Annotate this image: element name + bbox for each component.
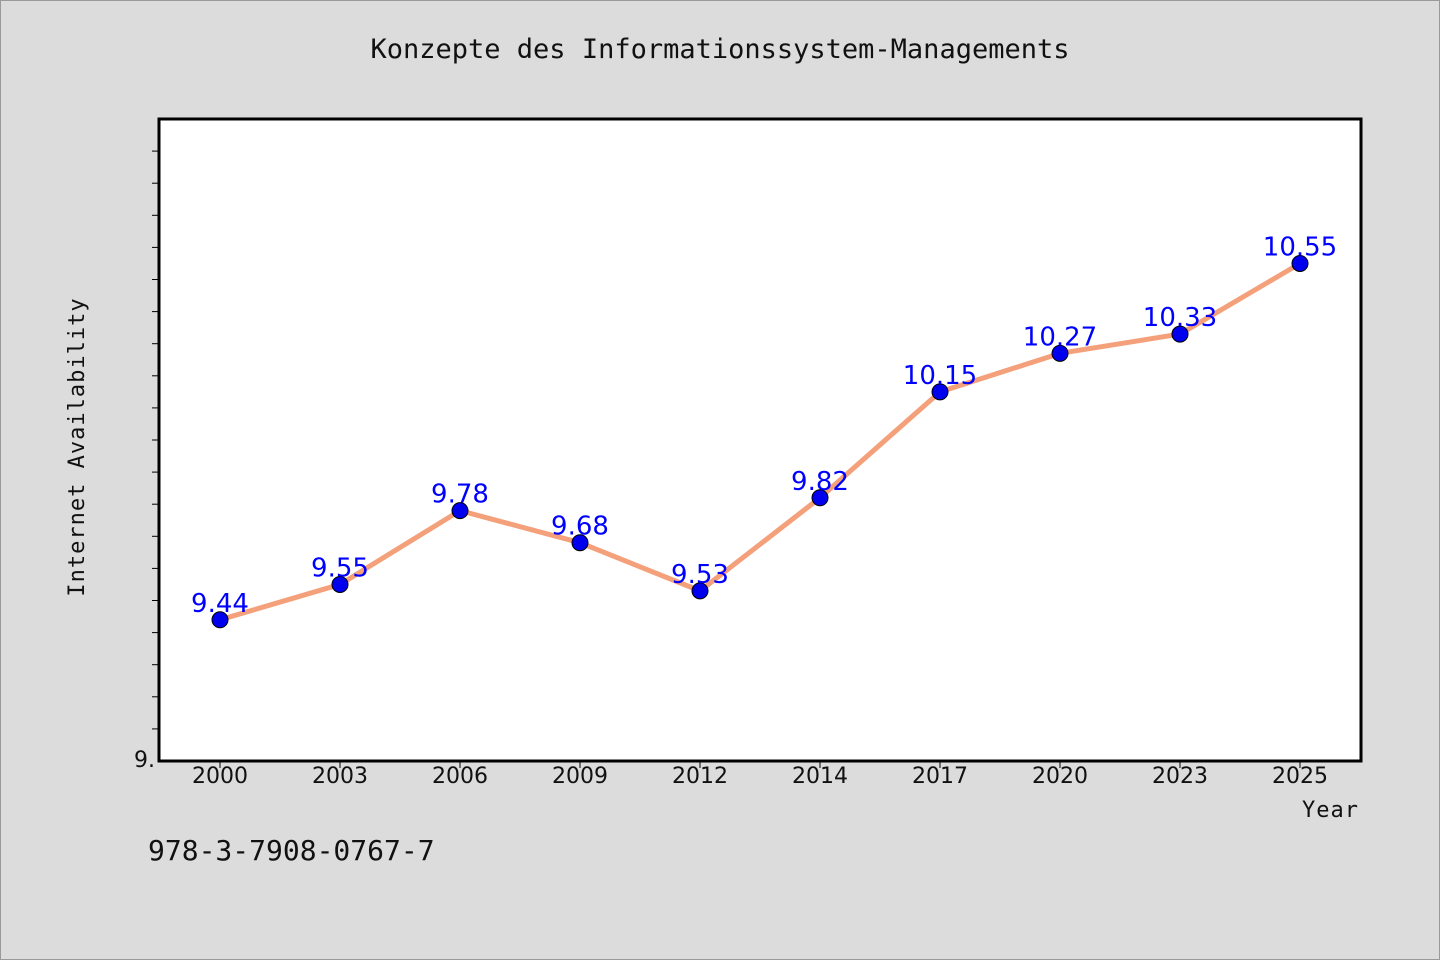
x-tick-label: 2003: [312, 764, 368, 789]
x-tick-label: 2000: [192, 764, 248, 789]
x-tick-label: 2025: [1272, 764, 1328, 789]
data-point: [811, 489, 829, 507]
plot-area: [157, 117, 1363, 763]
data-label: 10.27: [1023, 322, 1097, 352]
data-label: 10.55: [1263, 232, 1337, 262]
x-tick-label: 2012: [672, 764, 728, 789]
x-tick-label: 2014: [792, 764, 848, 789]
x-axis-label: Year: [1302, 798, 1359, 823]
x-tick-label: 2023: [1152, 764, 1208, 789]
data-point: [331, 575, 349, 593]
data-label: 10.33: [1143, 303, 1217, 333]
footer-isbn: 978-3-7908-0767-7: [148, 834, 435, 867]
data-point: [571, 534, 589, 552]
y-axis-label: Internet Availability: [65, 297, 90, 596]
x-tick-label: 2017: [912, 764, 968, 789]
chart-title: Konzepte des Informationssystem-Manageme…: [370, 34, 1070, 65]
data-label: 9.78: [431, 480, 489, 510]
y-tick-label: 9.: [134, 748, 155, 773]
x-tick-label: 2006: [432, 764, 488, 789]
data-label: 9.44: [191, 589, 249, 619]
data-point: [931, 383, 949, 401]
data-label: 10.15: [903, 361, 977, 391]
series-line: [217, 260, 1303, 623]
data-point: [1291, 254, 1309, 272]
data-point: [1051, 344, 1069, 362]
data-label: 9.68: [551, 512, 609, 542]
data-label: 9.53: [671, 560, 729, 590]
data-point: [1171, 325, 1189, 343]
data-point: [211, 611, 229, 629]
x-tick-label: 2009: [552, 764, 608, 789]
data-label: 9.55: [311, 553, 369, 583]
data-point: [691, 582, 709, 600]
x-tick-label: 2020: [1032, 764, 1088, 789]
data-label: 9.82: [791, 467, 849, 497]
data-point: [451, 502, 469, 520]
